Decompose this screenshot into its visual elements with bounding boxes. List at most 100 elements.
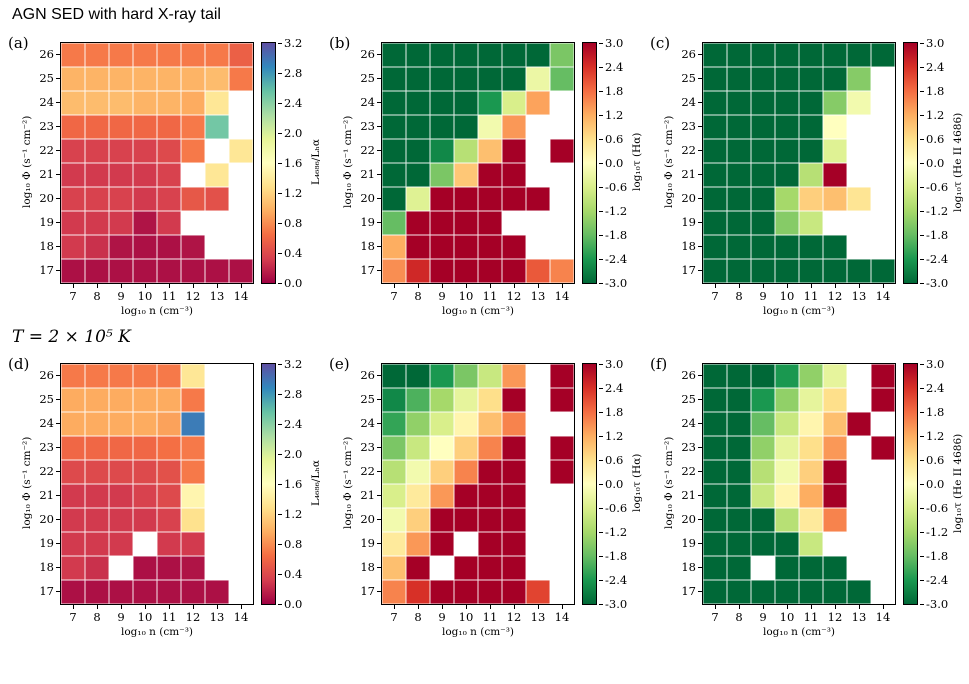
heatmap-cell (478, 163, 502, 187)
heatmap-cell (526, 91, 550, 115)
colorbar-tick-label: 0.0 (278, 276, 302, 290)
y-tick-value: 21 (39, 488, 54, 502)
x-tick-label: 7 (382, 284, 406, 303)
y-tick-mark (56, 494, 60, 496)
x-tick-label: 10 (133, 284, 157, 303)
colorbar-tick-value: -2.4 (926, 252, 949, 266)
x-tick-mark (762, 605, 764, 609)
heatmap-cell (157, 412, 181, 436)
y-tick-mark (56, 590, 60, 592)
heatmap-cell (871, 364, 895, 388)
heatmap-cell (181, 67, 205, 91)
heatmap-cell (109, 235, 133, 259)
y-tick-label: 18 (676, 234, 702, 258)
heatmap-cell (703, 436, 727, 460)
heatmap-cell (823, 532, 847, 556)
x-tick-mark (144, 605, 146, 609)
heatmap-cell (871, 436, 895, 460)
heatmap-cell (406, 532, 430, 556)
heatmap-cell (157, 163, 181, 187)
heatmap-cell (871, 412, 895, 436)
x-tick-label: 7 (703, 284, 727, 303)
x-tick-value: 12 (185, 610, 201, 624)
y-tick-value: 25 (360, 71, 375, 85)
heatmap-cell (502, 67, 526, 91)
heatmap-cell (109, 139, 133, 163)
x-tick-mark (417, 284, 419, 288)
heatmap-cell (799, 364, 823, 388)
colorbar-tick-mark (599, 66, 603, 68)
y-tick-value: 19 (39, 536, 54, 550)
x-tick-mark (441, 284, 443, 288)
y-tick-label: 18 (34, 234, 60, 258)
heatmap-cell (871, 235, 895, 259)
heatmap-cell (205, 484, 229, 508)
y-tick-mark (377, 374, 381, 376)
colorbar-tick-label: 0.8 (278, 537, 302, 551)
y-tick-mark (56, 566, 60, 568)
x-tick-mark (738, 284, 740, 288)
heatmap-cell (526, 163, 550, 187)
y-tick-label: 21 (355, 162, 381, 186)
y-tick-mark (377, 197, 381, 199)
colorbar-tick-mark (278, 192, 282, 194)
colorbar-tick-mark (599, 483, 603, 485)
colorbar (903, 363, 918, 605)
heatmap-cell (61, 364, 85, 388)
heatmap-cell (229, 163, 253, 187)
colorbar-tick-mark (278, 72, 282, 74)
y-tick-value: 22 (681, 464, 696, 478)
heatmap-cell (157, 211, 181, 235)
heatmap-cell (382, 43, 406, 67)
x-tick-label: 14 (871, 605, 895, 624)
heatmap-cell (751, 67, 775, 91)
y-tick-label: 17 (355, 258, 381, 282)
colorbar-tick-label: -0.6 (920, 501, 948, 515)
colorbar-tick-value: 1.2 (605, 108, 624, 122)
heatmap-cell (727, 580, 751, 604)
heatmap-cell (703, 235, 727, 259)
heatmap-cell (181, 235, 205, 259)
heatmap-cell (775, 364, 799, 388)
heatmap-grid (60, 363, 254, 605)
heatmap-cell (823, 211, 847, 235)
y-tick-value: 17 (360, 263, 375, 277)
heatmap-cell (799, 412, 823, 436)
heatmap-cell (157, 388, 181, 412)
heatmap-cell (847, 115, 871, 139)
colorbar-tick-label: -1.8 (599, 549, 627, 563)
y-axis-ticks: 26 25 24 23 22 21 20 19 18 17 (676, 42, 702, 282)
colorbar-tick-mark (920, 483, 924, 485)
colorbar-tick-label: 1.2 (599, 108, 623, 122)
heatmap-cell (502, 412, 526, 436)
colorbar-tick-value: -0.6 (605, 180, 628, 194)
heatmap-cell (502, 235, 526, 259)
y-tick-mark (56, 77, 60, 79)
panel-main: log₁₀ Φ (s⁻¹ cm⁻²) 26 25 24 23 22 21 20 19 18 17 7 8… (6, 26, 327, 317)
y-tick-value: 24 (39, 95, 54, 109)
heatmap-cell (502, 580, 526, 604)
heatmap-cell (751, 139, 775, 163)
y-tick-mark (377, 173, 381, 175)
heatmap-cell (181, 436, 205, 460)
colorbar-tick-mark (920, 282, 924, 284)
colorbar-tick-mark (920, 363, 924, 365)
heatmap-cell (430, 187, 454, 211)
colorbar-tick-value: -1.8 (605, 549, 628, 563)
x-tick-value: 11 (803, 610, 819, 624)
x-tick-value: 12 (827, 289, 843, 303)
heatmap-cell (823, 556, 847, 580)
heatmap-panel-c: (c) log₁₀ Φ (s⁻¹ cm⁻²) 26 25 24 23 22 21 20 19 18 1… (648, 26, 969, 317)
heatmap-cell (133, 484, 157, 508)
x-tick-label: 13 (205, 605, 229, 624)
heatmap-cell (799, 460, 823, 484)
heatmap-cell (751, 532, 775, 556)
colorbar-tick-value: 0.0 (926, 477, 945, 491)
heatmap-cell (430, 211, 454, 235)
heatmap-cell (478, 139, 502, 163)
heatmap-cell (727, 388, 751, 412)
heatmap-cell (847, 412, 871, 436)
heatmap-cell (406, 211, 430, 235)
heatmap-cell (751, 580, 775, 604)
